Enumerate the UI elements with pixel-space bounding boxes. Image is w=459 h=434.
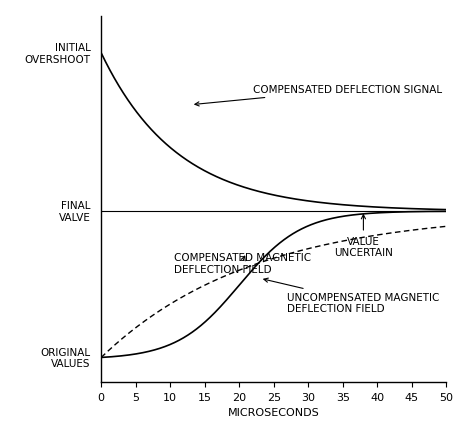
Text: FINAL
VALVE: FINAL VALVE bbox=[59, 201, 91, 223]
Text: COMPENSATED MAGNETIC
DEFLECTION FIELD: COMPENSATED MAGNETIC DEFLECTION FIELD bbox=[174, 253, 310, 274]
X-axis label: MICROSECONDS: MICROSECONDS bbox=[227, 407, 319, 417]
Text: VALUE
UNCERTAIN: VALUE UNCERTAIN bbox=[333, 215, 392, 258]
Text: ORIGINAL
VALUES: ORIGINAL VALUES bbox=[41, 347, 91, 368]
Text: UNCOMPENSATED MAGNETIC
DEFLECTION FIELD: UNCOMPENSATED MAGNETIC DEFLECTION FIELD bbox=[263, 279, 439, 314]
Text: INITIAL
OVERSHOOT: INITIAL OVERSHOOT bbox=[25, 43, 91, 65]
Text: COMPENSATED DEFLECTION SIGNAL: COMPENSATED DEFLECTION SIGNAL bbox=[195, 85, 441, 107]
